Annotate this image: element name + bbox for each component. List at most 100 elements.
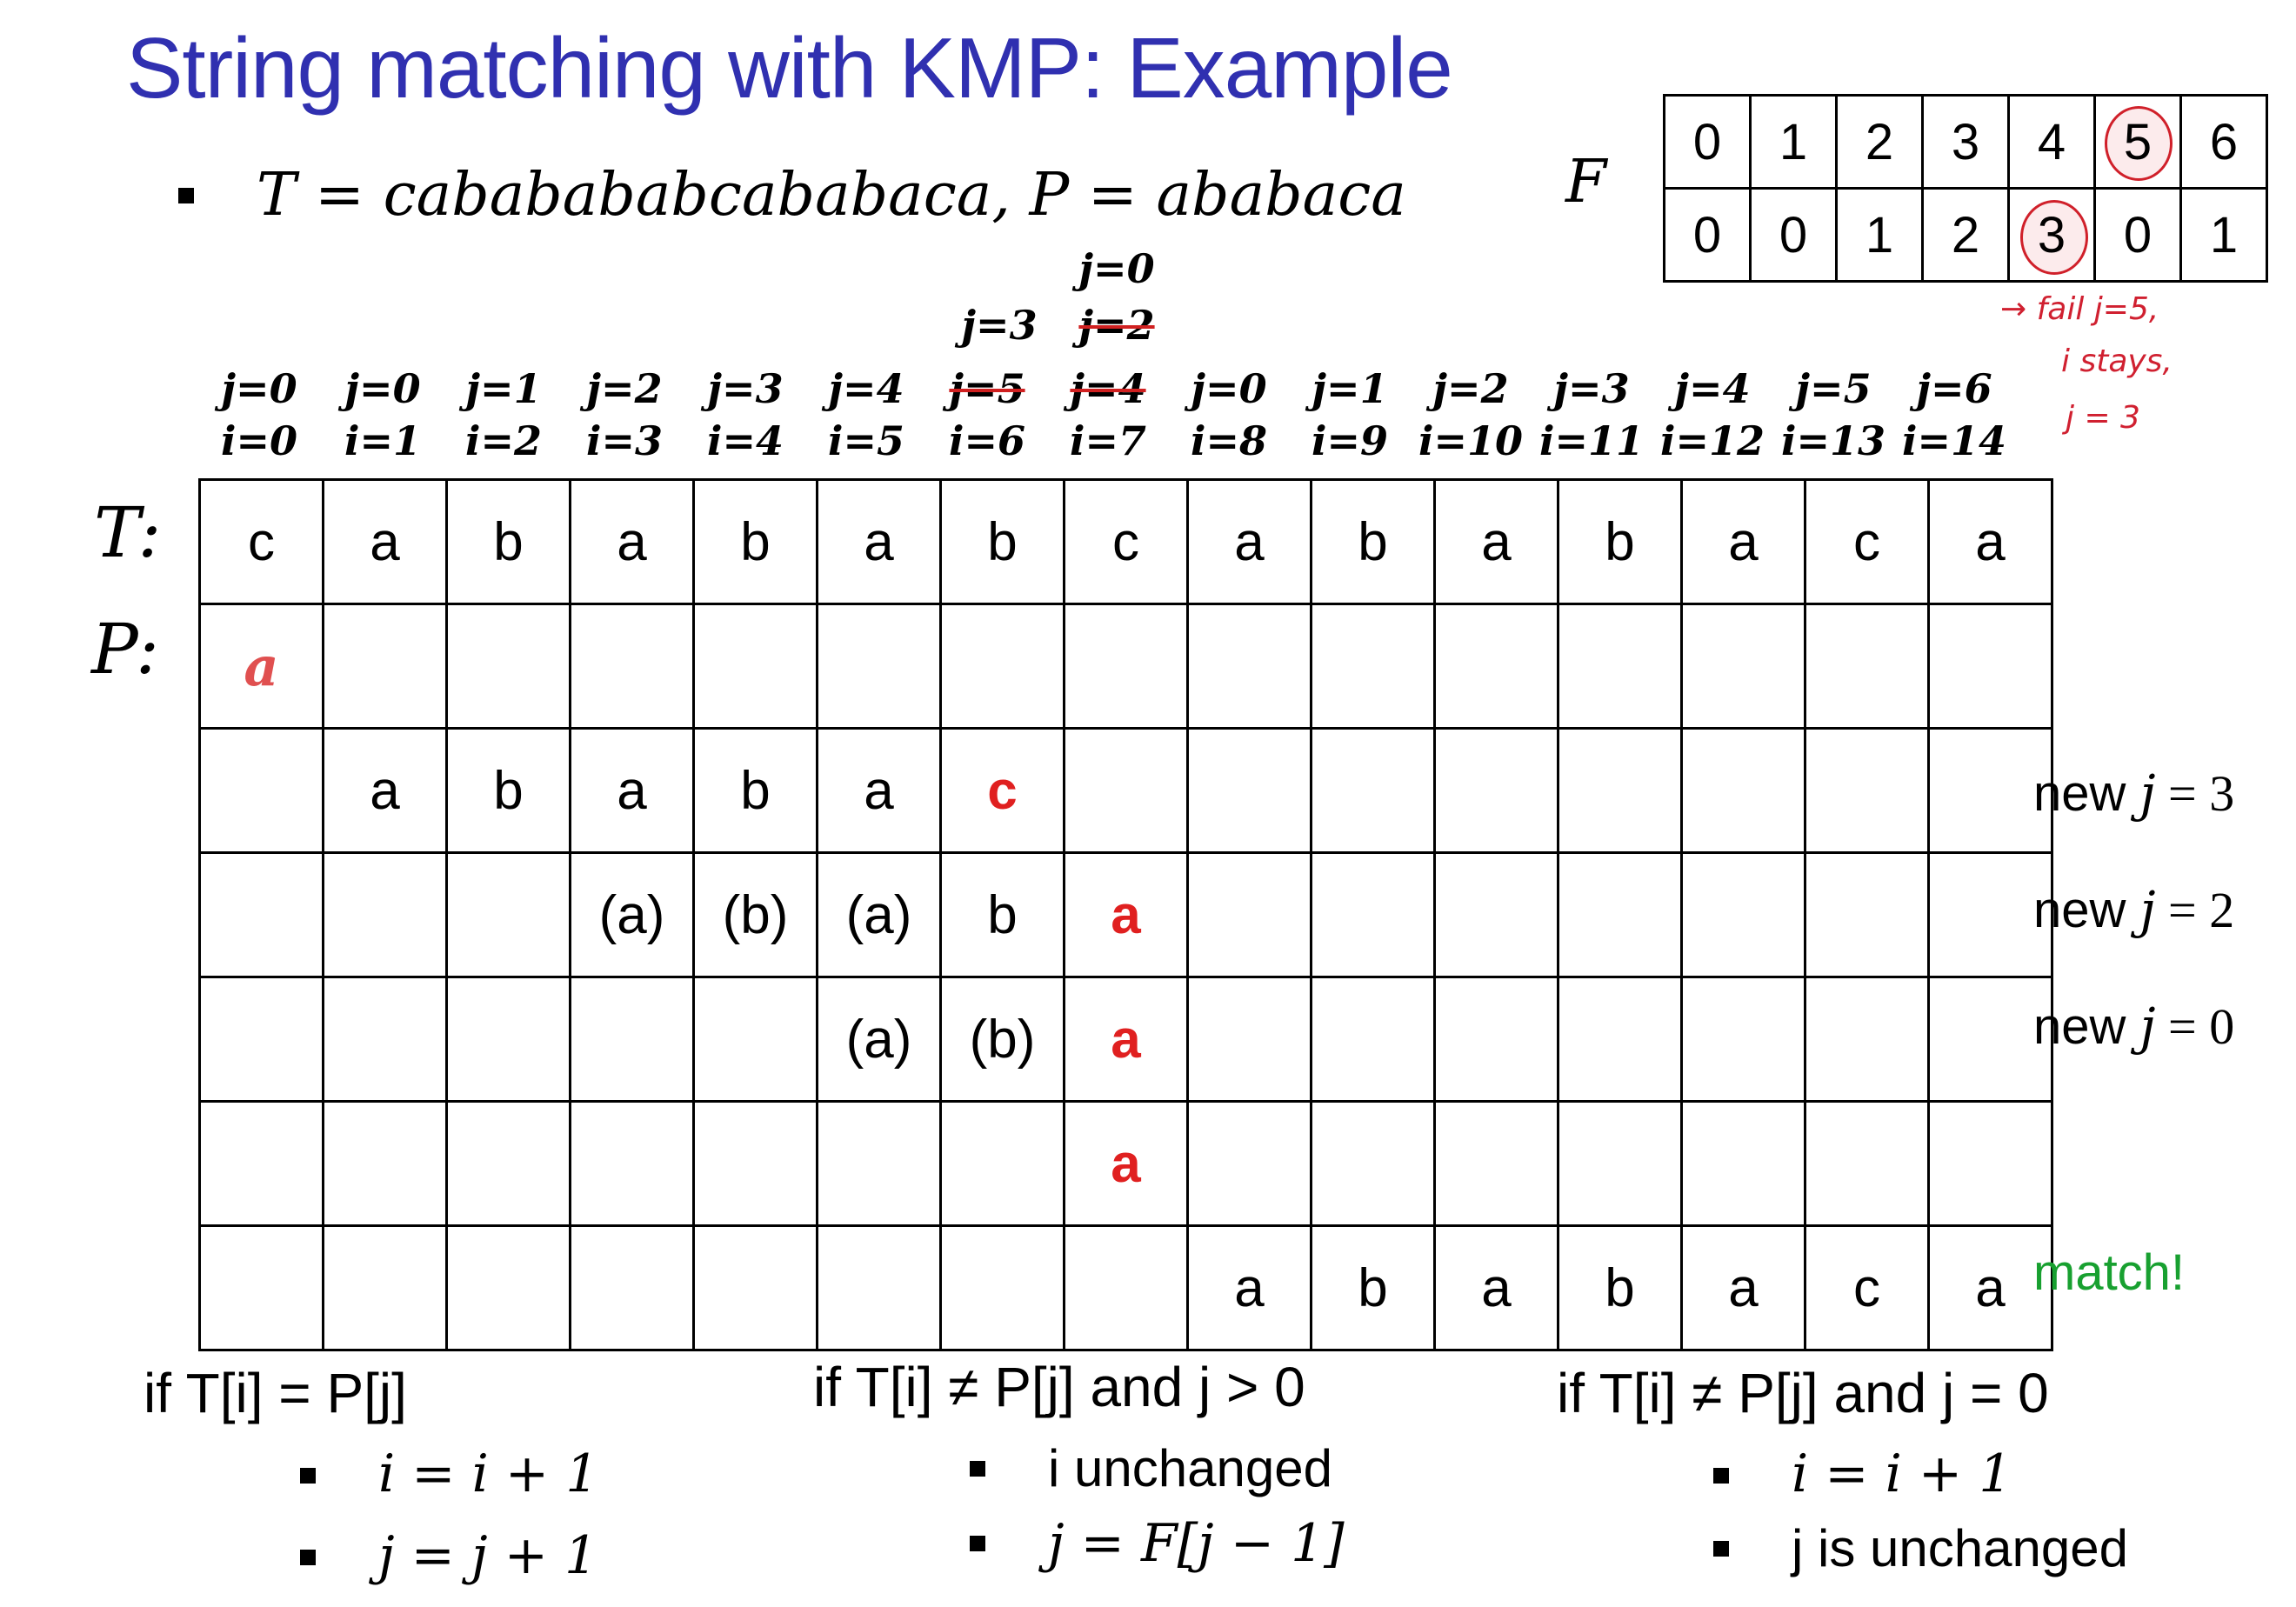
pattern-row-2: (a) (b) (a) b a (198, 851, 2053, 978)
index-label-i: i=5 (827, 417, 905, 464)
index-label-j: j=0 (344, 365, 421, 412)
pattern-row-1: a b a b a c (198, 727, 2053, 854)
rule-mismatch-jpos-i: i unchanged (1048, 1439, 1332, 1497)
index-label-j: j=6 (1916, 365, 1992, 412)
rule-mismatch-jzero-j: j is unchanged (1792, 1519, 2128, 1577)
page-title: String matching with KMP: Example (126, 20, 1453, 116)
given-strings: T = cababababcababaca, P = ababaca (257, 161, 1406, 230)
text-cell: a (322, 478, 448, 605)
index-label-j-struck: j=2 (1078, 302, 1155, 349)
pattern-cell: a (1927, 1224, 2053, 1351)
bullet-marker (178, 188, 194, 203)
index-label-j: j=0 (1078, 245, 1155, 292)
failure-table: 0 1 2 3 4 5 6 0 0 1 2 3 0 1 (1663, 94, 2268, 283)
bullet-marker (300, 1468, 316, 1484)
failure-table-index-row: 0 1 2 3 4 5 6 (1663, 94, 2268, 190)
text-cell: b (1557, 478, 1683, 605)
f-index-cell: 2 (1835, 94, 1924, 190)
pattern-cell: a (816, 727, 942, 854)
index-label-i: i=7 (1069, 417, 1147, 464)
pattern-cell: a (1186, 1224, 1312, 1351)
bullet-marker (970, 1536, 985, 1551)
index-label-i: i=2 (464, 417, 543, 464)
index-label-j: j=5 (1795, 365, 1872, 412)
pattern-cell: b (445, 727, 571, 854)
pattern-row-0: a (198, 603, 2053, 730)
f-value-cell: 0 (1749, 187, 1838, 283)
index-label-j: j=3 (1553, 365, 1630, 412)
rule-mismatch-jzero-heading: if T[i] ≠ P[j] and j = 0 (1557, 1362, 2049, 1424)
handwritten-note-line: → fail j=5, (2000, 291, 2159, 327)
row-label-text: T: (94, 492, 162, 573)
pattern-cell: (a) (569, 851, 695, 978)
pattern-row-5: a b a b a c a (198, 1224, 2053, 1351)
index-label-i: i=6 (948, 417, 1026, 464)
pattern-cell: b (1557, 1224, 1683, 1351)
index-label-j: j=4 (1674, 365, 1751, 412)
rule-equal-i: i = i + 1 (378, 1444, 599, 1504)
index-label-j: j=1 (1312, 365, 1388, 412)
pattern-cell-mismatch: c (939, 727, 1065, 854)
rule-equal-j: j = j + 1 (378, 1525, 598, 1586)
f-index-cell: 6 (2179, 94, 2268, 190)
text-cell: a (816, 478, 942, 605)
index-label-i: i=9 (1311, 417, 1389, 464)
failure-table-value-row: 0 0 1 2 3 0 1 (1663, 187, 2268, 283)
index-label-i: i=11 (1538, 417, 1645, 464)
pattern-row-4: a (198, 1100, 2053, 1227)
text-cell: c (1804, 478, 1930, 605)
circle-annotation (2105, 106, 2173, 181)
text-cell: a (1680, 478, 1806, 605)
index-label-i: i=1 (344, 417, 422, 464)
pattern-cell: a (198, 603, 324, 730)
text-cell: a (1433, 478, 1559, 605)
text-cell: c (198, 478, 324, 605)
index-label-j: j=4 (828, 365, 904, 412)
f-value-cell: 1 (2179, 187, 2268, 283)
rule-mismatch-jzero-i: i = i + 1 (1792, 1444, 2012, 1504)
rule-equal-heading: if T[i] = P[j] (144, 1362, 407, 1424)
f-index-cell-circled: 5 (2093, 94, 2182, 190)
text-cell: a (1186, 478, 1312, 605)
index-label-j: j=3 (707, 365, 784, 412)
pattern-cell: (a) (816, 851, 942, 978)
text-row: c a b a b a b c a b a b a c a (198, 478, 2053, 605)
pattern-char: a (244, 634, 279, 698)
bullet-marker (1713, 1468, 1729, 1484)
pattern-cell: (a) (816, 976, 942, 1103)
pattern-cell: b (692, 727, 818, 854)
rule-mismatch-jpos-heading: if T[i] ≠ P[j] and j > 0 (813, 1356, 1305, 1418)
f-index-cell: 4 (2007, 94, 2096, 190)
f-index-cell: 1 (1749, 94, 1838, 190)
index-label-i: i=0 (220, 417, 298, 464)
index-label-i: i=10 (1418, 417, 1524, 464)
pattern-cell-mismatch: a (1063, 976, 1189, 1103)
f-value-cell-circled: 3 (2007, 187, 2096, 283)
pattern-cell-mismatch: a (1063, 851, 1189, 978)
matching-grid: c a b a b a b c a b a b a c a a a b a b … (198, 478, 2053, 1351)
f-value-cell: 0 (1663, 187, 1752, 283)
index-label-i: i=13 (1780, 417, 1886, 464)
index-label-i: i=3 (585, 417, 664, 464)
index-label-j: j=0 (221, 365, 297, 412)
pattern-cell: a (1433, 1224, 1559, 1351)
index-label-j: j=2 (586, 365, 663, 412)
f-value-cell: 1 (1835, 187, 1924, 283)
pattern-cell: (b) (939, 976, 1065, 1103)
side-note-new-j: new j = 3 (2033, 763, 2235, 823)
handwritten-note-line: i stays, (2061, 343, 2173, 379)
index-label-i: i=4 (706, 417, 784, 464)
pattern-cell: a (322, 727, 448, 854)
bullet-marker (1713, 1541, 1729, 1557)
pattern-row-3: (a) (b) a (198, 976, 2053, 1103)
f-index-cell: 0 (1663, 94, 1752, 190)
pattern-cell: a (1680, 1224, 1806, 1351)
text-cell: b (1310, 478, 1436, 605)
pattern-cell: (b) (692, 851, 818, 978)
bullet-marker (970, 1461, 985, 1477)
index-label-i: i=8 (1190, 417, 1268, 464)
side-note-new-j: new j = 2 (2033, 880, 2235, 939)
pattern-cell: a (569, 727, 695, 854)
pattern-cell: c (1804, 1224, 1930, 1351)
f-index-cell: 3 (1921, 94, 2010, 190)
